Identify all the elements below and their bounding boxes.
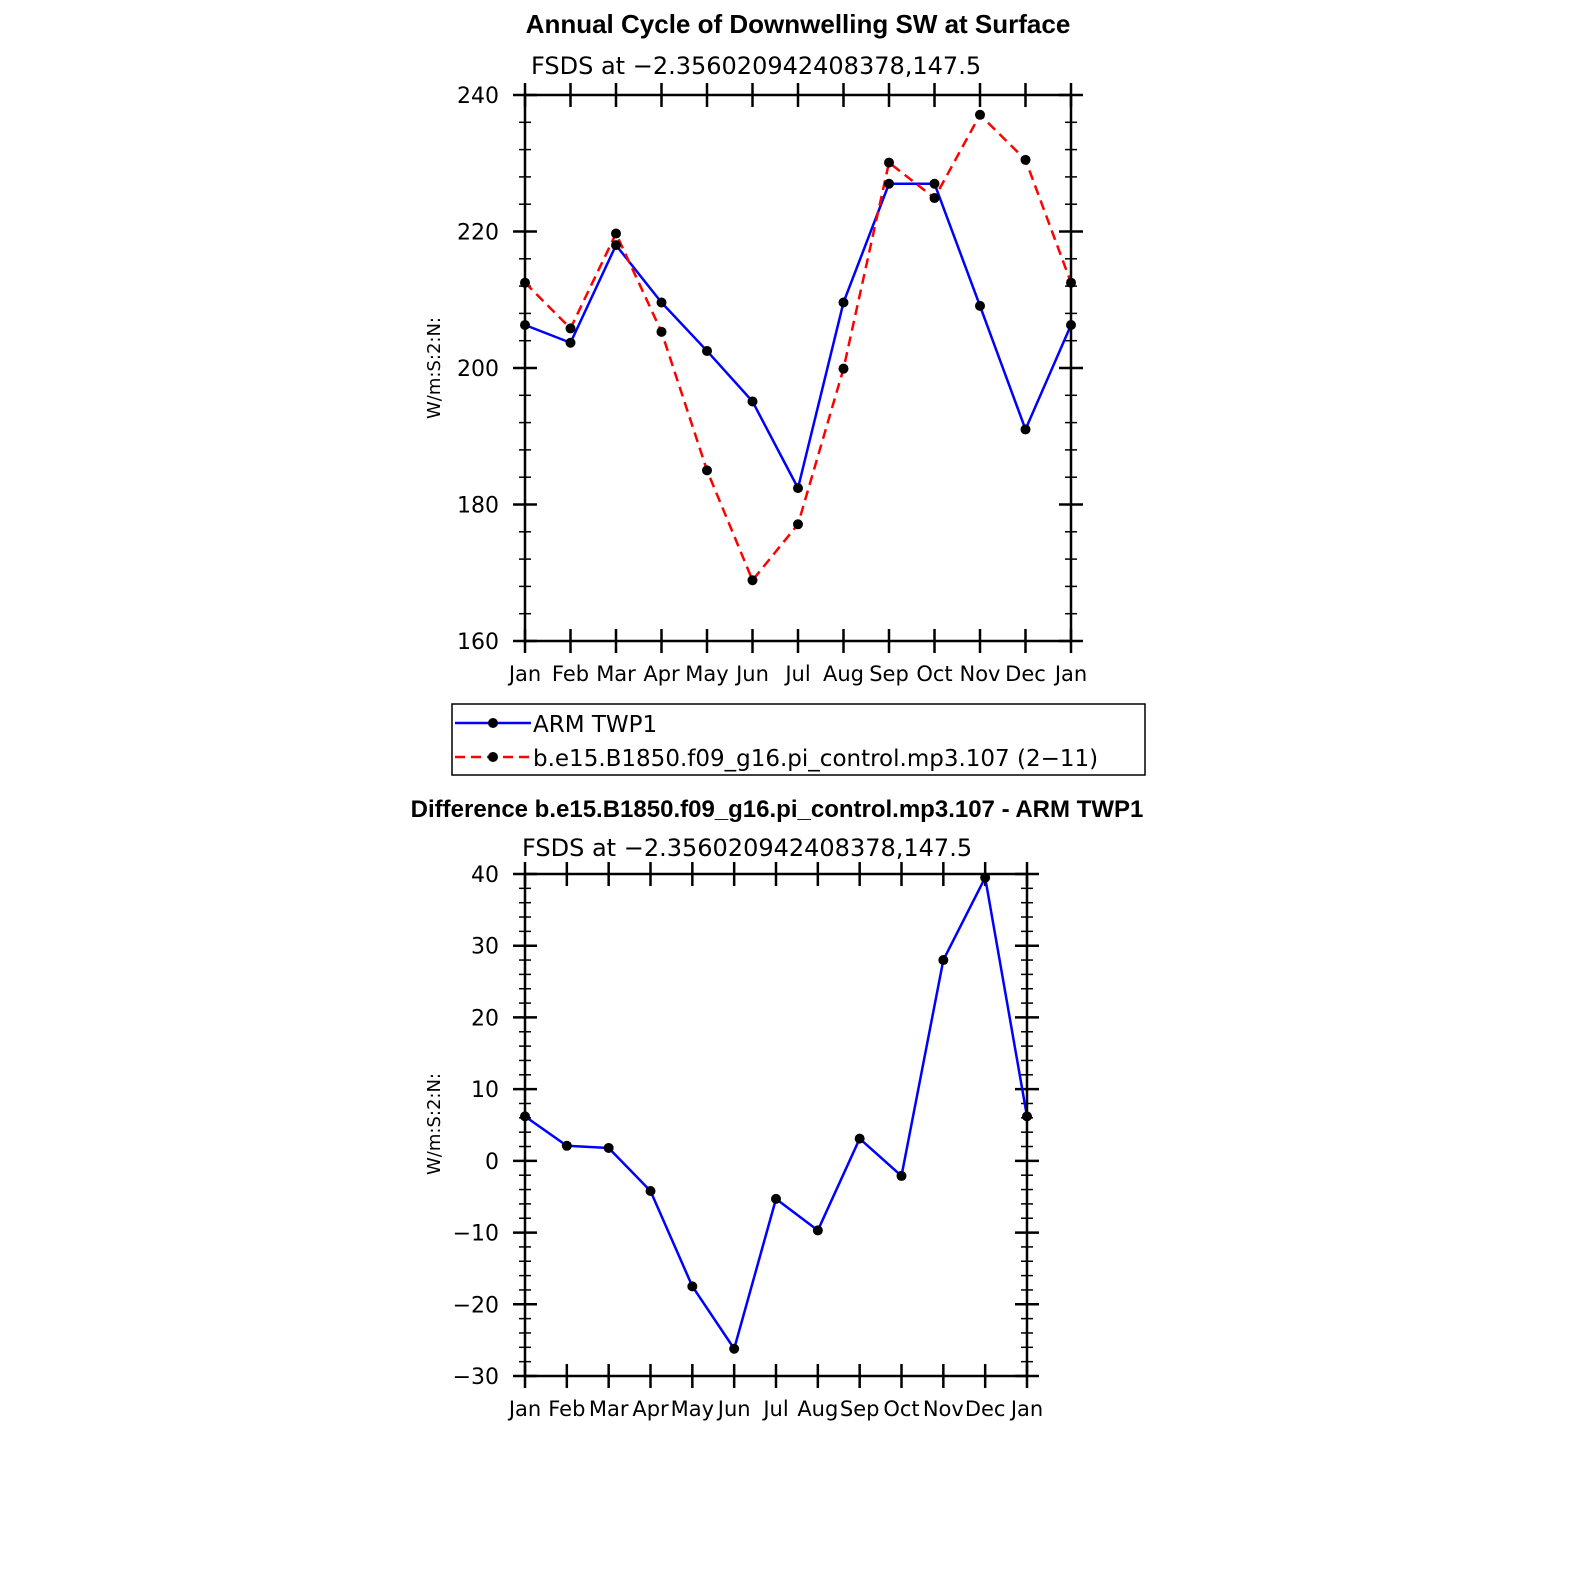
data-point-series-0	[702, 345, 712, 356]
data-point-series-0	[645, 1185, 656, 1196]
series-line-0	[524, 182, 1073, 490]
data-point-series-0	[565, 337, 576, 348]
data-point-series-1	[565, 323, 576, 334]
xtick-label-jul: Jul	[761, 1397, 788, 1421]
data-point-series-0	[838, 297, 849, 308]
data-point-series-0	[656, 297, 667, 308]
ytick-label: −30	[453, 1365, 499, 1390]
xtick-label-aug: Aug	[823, 662, 864, 686]
ytick-label: 10	[471, 1078, 499, 1103]
series-line-0	[524, 876, 1029, 1350]
xtick-label-jan: Jan	[507, 662, 541, 686]
data-point-series-1	[838, 363, 849, 374]
data-point-series-0	[561, 1140, 572, 1151]
ytick-label: 160	[457, 630, 499, 655]
chart-2-title: Difference b.e15.B1850.f09_g16.pi_contro…	[411, 796, 1144, 823]
data-point-series-0	[884, 178, 894, 189]
ytick-label: 0	[485, 1150, 499, 1175]
chart-difference: Difference b.e15.B1850.f09_g16.pi_contro…	[411, 796, 1144, 1421]
legend-label-model: b.e15.B1850.f09_g16.pi_control.mp3.107 (…	[533, 746, 1098, 772]
xtick-label-jun: Jun	[716, 1397, 751, 1421]
data-point-series-0	[938, 955, 949, 966]
data-point-series-1	[611, 228, 621, 239]
chart-1-subtitle: FSDS at −2.356020942408378,147.5	[531, 52, 981, 80]
legend-marker-model	[488, 752, 498, 762]
xtick-label-jan: Jan	[1009, 1397, 1043, 1421]
chart-1-xtick-labels: Jan Feb Mar Apr May Jun Jul Aug Sep Oct Nov Dec Jan	[507, 662, 1087, 686]
ytick-label: −20	[453, 1293, 499, 1318]
xtick-label-dec: Dec	[1005, 662, 1046, 686]
xtick-label-sep: Sep	[869, 662, 909, 686]
ytick-label: 30	[471, 935, 499, 960]
ytick-label: 40	[471, 863, 499, 888]
xtick-label-mar: Mar	[589, 1397, 629, 1421]
data-point-series-1	[975, 109, 985, 120]
data-point-series-0	[729, 1343, 740, 1354]
data-point-series-1	[747, 575, 758, 586]
xtick-label-jan: Jan	[507, 1397, 541, 1421]
chart-2-ticks	[513, 862, 1039, 1388]
xtick-label-jan: Jan	[1053, 662, 1087, 686]
legend-label-arm: ARM TWP1	[533, 712, 657, 738]
chart-1-ticks	[513, 83, 1083, 653]
ytick-label: 240	[457, 84, 499, 109]
data-point-series-0	[854, 1133, 865, 1144]
data-point-series-0	[611, 240, 621, 251]
xtick-label-feb: Feb	[548, 1397, 585, 1421]
chart-1-ylabel: W/m:S:2:N:	[424, 317, 445, 419]
data-point-series-1	[884, 157, 894, 168]
xtick-label-apr: Apr	[643, 662, 680, 686]
data-point-series-1	[656, 326, 667, 337]
chart-2-xtick-labels: Jan Feb Mar Apr May Jun Jul Aug Sep Oct Nov Dec Jan	[507, 1397, 1043, 1421]
data-point-series-0	[603, 1142, 614, 1153]
xtick-label-mar: Mar	[596, 662, 636, 686]
xtick-label-apr: Apr	[632, 1397, 669, 1421]
data-point-series-1	[793, 519, 803, 530]
legend-box	[451, 703, 1146, 776]
chart-2-lines	[520, 872, 1032, 1354]
chart-2-subtitle: FSDS at −2.356020942408378,147.5	[522, 834, 972, 862]
xtick-label-may: May	[671, 1397, 714, 1421]
xtick-label-dec: Dec	[965, 1397, 1006, 1421]
chart-2-ylabel: W/m:S:2:N:	[424, 1073, 445, 1175]
ytick-label: 20	[471, 1006, 499, 1031]
data-point-series-1	[929, 193, 940, 204]
xtick-label-may: May	[685, 662, 728, 686]
data-point-series-1	[702, 465, 712, 476]
data-point-series-0	[1020, 424, 1031, 435]
chart-annual-cycle: Annual Cycle of Downwelling SW at Surfac…	[424, 9, 1087, 686]
data-point-series-1	[1020, 154, 1031, 165]
data-point-series-0	[929, 178, 940, 189]
xtick-label-aug: Aug	[797, 1397, 838, 1421]
data-point-series-0	[812, 1225, 823, 1236]
chart-2-ytick-labels: −30 −20 −10 0 10 20 30 40	[453, 863, 499, 1390]
data-point-series-0	[896, 1170, 907, 1181]
data-point-series-0	[747, 396, 758, 407]
data-point-series-0	[793, 483, 803, 494]
data-point-series-0	[687, 1281, 698, 1292]
xtick-label-jun: Jun	[734, 662, 769, 686]
xtick-label-jul: Jul	[783, 662, 810, 686]
chart-1-lines	[520, 109, 1076, 586]
ytick-label: −10	[453, 1222, 499, 1247]
xtick-label-nov: Nov	[923, 1397, 964, 1421]
legend-marker-arm	[488, 718, 498, 728]
data-point-series-0	[771, 1193, 781, 1204]
data-point-series-0	[975, 300, 985, 311]
xtick-label-oct: Oct	[916, 662, 952, 686]
xtick-label-oct: Oct	[883, 1397, 919, 1421]
chart-2-plot-frame	[523, 872, 1029, 1378]
ytick-label: 220	[457, 221, 499, 246]
legend: ARM TWP1 b.e15.B1850.f09_g16.pi_control.…	[451, 703, 1146, 776]
xtick-label-sep: Sep	[840, 1397, 880, 1421]
chart-1-title: Annual Cycle of Downwelling SW at Surfac…	[526, 9, 1071, 39]
chart-1-ytick-labels: 160 180 200 220 240	[457, 84, 499, 655]
xtick-label-nov: Nov	[960, 662, 1001, 686]
ytick-label: 180	[457, 494, 499, 519]
ytick-label: 200	[457, 357, 499, 382]
series-line-1	[524, 113, 1073, 582]
chart-1-plot-frame	[523, 93, 1073, 643]
xtick-label-feb: Feb	[552, 662, 589, 686]
